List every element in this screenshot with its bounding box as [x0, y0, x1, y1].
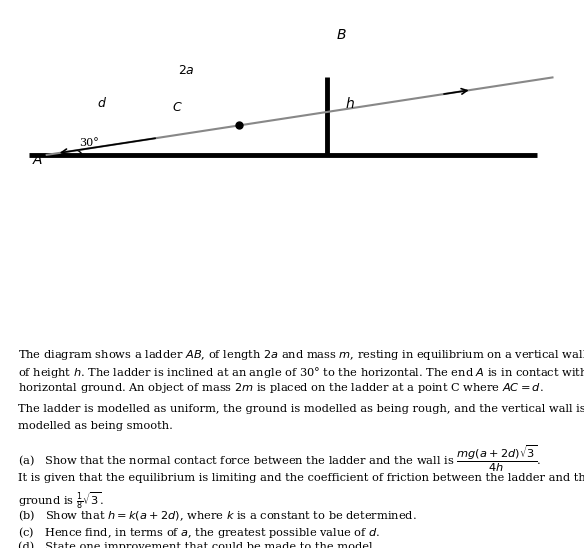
Text: 30°: 30° [79, 138, 99, 149]
Text: The ladder is modelled as uniform, the ground is modelled as being rough, and th: The ladder is modelled as uniform, the g… [18, 404, 584, 414]
Text: horizontal ground. An object of mass $2m$ is placed on the ladder at a point C w: horizontal ground. An object of mass $2m… [18, 381, 543, 396]
Text: It is given that the equilibrium is limiting and the coefficient of friction bet: It is given that the equilibrium is limi… [18, 473, 584, 483]
Text: (b)   Show that $h = k(a+2d)$, where $k$ is a constant to be determined.: (b) Show that $h = k(a+2d)$, where $k$ i… [18, 509, 416, 523]
Text: $h$: $h$ [346, 96, 355, 111]
Text: modelled as being smooth.: modelled as being smooth. [18, 421, 172, 431]
Text: $A$: $A$ [32, 153, 44, 167]
Text: $B$: $B$ [336, 28, 346, 42]
Text: $2a$: $2a$ [179, 64, 195, 77]
Text: $C$: $C$ [172, 101, 183, 114]
Text: $d$: $d$ [97, 96, 107, 110]
Text: The diagram shows a ladder $AB$, of length $2a$ and mass $m$, resting in equilib: The diagram shows a ladder $AB$, of leng… [18, 348, 584, 362]
Text: (c)   Hence find, in terms of $a$, the greatest possible value of $d$.: (c) Hence find, in terms of $a$, the gre… [18, 525, 380, 540]
Text: ground is $\frac{1}{8}\sqrt{3}$.: ground is $\frac{1}{8}\sqrt{3}$. [18, 490, 103, 511]
Text: of height $h$. The ladder is inclined at an angle of 30° to the horizontal. The : of height $h$. The ladder is inclined at… [18, 365, 584, 380]
Text: (a)   Show that the normal contact force between the ladder and the wall is $\df: (a) Show that the normal contact force b… [18, 444, 541, 474]
Text: (d)   State one improvement that could be made to the model.: (d) State one improvement that could be … [18, 542, 376, 548]
